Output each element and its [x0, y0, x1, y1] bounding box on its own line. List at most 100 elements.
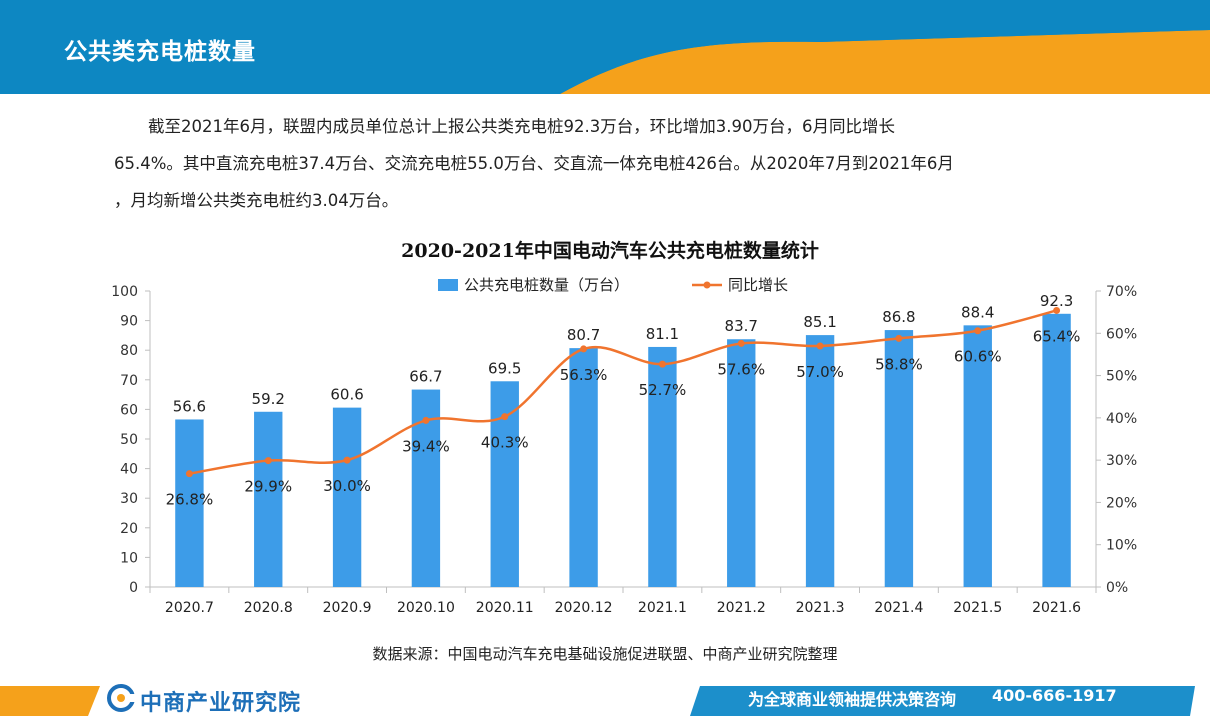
summary-line-1: 截至2021年6月，联盟内成员单位总计上报公共类充电桩92.3万台，环比增加3.…: [148, 117, 895, 136]
bar-value-label: 92.3: [1040, 292, 1073, 310]
y-right-tick-label: 0%: [1106, 580, 1128, 596]
y-left-tick-label: 0: [129, 580, 138, 596]
y-left-tick-label: 60: [120, 402, 138, 418]
bar-value-label: 86.8: [882, 308, 915, 326]
growth-line: [189, 309, 1057, 475]
y-left-tick-label: 90: [120, 314, 138, 330]
y-left-tick-label: 100: [111, 284, 138, 300]
bar: [727, 339, 756, 587]
line-point: [974, 327, 982, 335]
line-value-label: 29.9%: [244, 478, 292, 496]
y-right-tick-label: 60%: [1106, 326, 1137, 342]
line-value-label: 65.4%: [1033, 327, 1081, 345]
header-banner: 公共类充电桩数量: [0, 0, 1210, 94]
bar: [332, 407, 362, 587]
x-tick-label: 2021.5: [953, 600, 1002, 616]
y-left-tick-label: 70: [120, 373, 138, 389]
line-point: [185, 470, 193, 478]
bar: [175, 419, 204, 587]
company-logo-icon: [107, 684, 136, 712]
bar: [884, 330, 914, 587]
bar: [1042, 313, 1071, 587]
line-point: [816, 342, 824, 350]
legend-line-label: 同比增长: [728, 276, 788, 294]
bar-value-label: 59.2: [252, 390, 285, 408]
bar-value-label: 60.6: [330, 386, 363, 404]
summary-paragraph: 截至2021年6月，联盟内成员单位总计上报公共类充电桩92.3万台，环比增加3.…: [114, 108, 1134, 219]
bar: [963, 325, 992, 587]
y-left-tick-label: 20: [120, 521, 138, 537]
chart-legend: 公共充电桩数量（万台） 同比增长: [438, 276, 788, 294]
x-tick-label: 2020.11: [476, 600, 534, 616]
bar-value-label: 85.1: [803, 313, 836, 331]
x-tick-label: 2021.1: [638, 600, 687, 616]
line-value-label: 58.8%: [875, 355, 923, 373]
x-tick-label: 2020.9: [323, 600, 372, 616]
bar: [254, 411, 283, 587]
y-right-tick-label: 10%: [1106, 538, 1137, 554]
line-point: [737, 339, 745, 347]
line-value-label: 57.0%: [796, 363, 844, 381]
chart-axes: 0 10 20 30 40 50 60 70 80 90 100 0% 10% 20% 30% 40% 50% 6…: [111, 284, 1137, 616]
line-value-label: 60.6%: [954, 348, 1002, 366]
line-point: [1053, 306, 1061, 314]
bar-value-label: 56.6: [173, 397, 206, 415]
bar-value-label: 80.7: [567, 326, 600, 344]
bar-value-label: 69.5: [488, 359, 521, 377]
x-tick-label: 2020.12: [555, 600, 613, 616]
line-point: [264, 457, 272, 465]
footer-bar: [0, 680, 1210, 716]
chart-title: 2020-2021年中国电动汽车公共充电桩数量统计: [401, 239, 819, 262]
y-right-tick-label: 30%: [1106, 453, 1137, 469]
line-value-label: 40.3%: [481, 434, 529, 452]
line-value-label: 30.0%: [323, 477, 371, 495]
y-right-tick-label: 40%: [1106, 411, 1137, 427]
legend-bar-swatch: [438, 279, 458, 291]
footer-phone: 400-666-1917: [992, 686, 1117, 705]
x-tick-label: 2021.2: [717, 600, 766, 616]
line-point: [422, 416, 430, 424]
bar-value-label: 66.7: [409, 368, 442, 386]
data-labels: 56.6 59.2 60.6 66.7 69.5 80.7 81.1 83.7 85.1 86.8…: [166, 292, 1081, 509]
line-value-label: 26.8%: [166, 491, 214, 509]
combo-chart: 2020-2021年中国电动汽车公共充电桩数量统计 公共充电桩数量（万台） 同比…: [111, 239, 1137, 616]
bar-value-label: 88.4: [961, 303, 994, 321]
bar-value-label: 81.1: [646, 325, 679, 343]
y-left-tick-label: 40: [120, 462, 138, 478]
footer-shapes: [0, 686, 1195, 716]
y-right-tick-label: 70%: [1106, 284, 1137, 300]
line-value-label: 56.3%: [560, 366, 608, 384]
company-name: 中商产业研究院: [140, 691, 302, 716]
line-point: [658, 360, 666, 368]
bar: [805, 335, 835, 587]
line-series: [185, 306, 1061, 478]
y-right-tick-label: 20%: [1106, 495, 1137, 511]
summary-line-2: 65.4%。其中直流充电桩37.4万台、交流充电桩55.0万台、交直流一体充电桩…: [114, 154, 954, 173]
line-point: [580, 345, 588, 353]
legend-line-marker: [703, 281, 711, 289]
y-right-tick-label: 50%: [1106, 369, 1137, 385]
y-left-tick-label: 50: [120, 432, 138, 448]
bar-series: [175, 313, 1071, 587]
line-point: [501, 413, 509, 421]
line-value-label: 39.4%: [402, 437, 450, 455]
x-tick-label: 2021.6: [1032, 600, 1081, 616]
x-tick-label: 2021.4: [874, 600, 923, 616]
header-shapes: [0, 0, 1210, 94]
x-tick-label: 2020.10: [397, 600, 455, 616]
line-point: [343, 456, 351, 464]
bar: [569, 348, 598, 587]
x-tick-label: 2020.8: [244, 600, 293, 616]
y-left-tick-label: 10: [120, 550, 138, 566]
line-value-label: 52.7%: [639, 381, 687, 399]
bar-value-label: 83.7: [725, 317, 758, 335]
data-source-note: 数据来源：中国电动汽车充电基础设施促进联盟、中商产业研究院整理: [372, 645, 838, 663]
page-title: 公共类充电桩数量: [64, 39, 256, 65]
footer-slogan: 为全球商业领袖提供决策咨询: [748, 690, 957, 709]
line-point: [895, 334, 903, 342]
y-left-tick-label: 30: [120, 491, 138, 507]
line-value-label: 57.6%: [717, 360, 765, 378]
summary-line-3: ，月均新增公共类充电桩约3.04万台。: [114, 191, 399, 210]
x-tick-label: 2021.3: [796, 600, 845, 616]
x-tick-label: 2020.7: [165, 600, 214, 616]
